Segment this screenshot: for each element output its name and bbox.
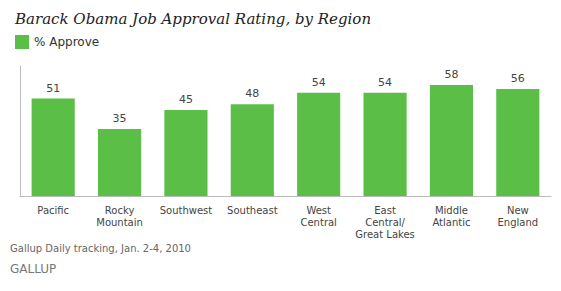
svg-text:35: 35 [113,112,127,125]
svg-text:Gallup Daily tracking, Jan. 2-: Gallup Daily tracking, Jan. 2-4, 2010 [10,243,191,254]
svg-text:56: 56 [511,72,525,85]
svg-text:Central/: Central/ [365,217,405,228]
svg-text:West: West [306,205,331,216]
svg-text:58: 58 [444,68,458,81]
svg-text:51: 51 [46,82,60,95]
svg-text:New: New [507,205,529,216]
svg-text:Middle: Middle [435,205,468,216]
svg-text:54: 54 [378,76,392,89]
svg-text:Atlantic: Atlantic [432,217,470,228]
svg-text:45: 45 [179,93,193,106]
svg-text:Barack Obama Job Approval Rati: Barack Obama Job Approval Rating, by Reg… [14,10,371,28]
svg-text:East: East [374,205,396,216]
svg-text:48: 48 [245,87,259,100]
svg-text:England: England [498,217,539,228]
svg-text:GALLUP: GALLUP [10,262,56,276]
svg-text:Pacific: Pacific [37,205,69,216]
svg-text:Southwest: Southwest [160,205,213,216]
svg-text:Mountain: Mountain [96,217,143,228]
svg-text:Rocky: Rocky [105,205,135,216]
svg-text:Central: Central [300,217,336,228]
svg-text:54: 54 [312,76,326,89]
svg-text:% Approve: % Approve [34,35,99,49]
svg-text:Great Lakes: Great Lakes [355,229,415,240]
svg-text:Southeast: Southeast [227,205,278,216]
